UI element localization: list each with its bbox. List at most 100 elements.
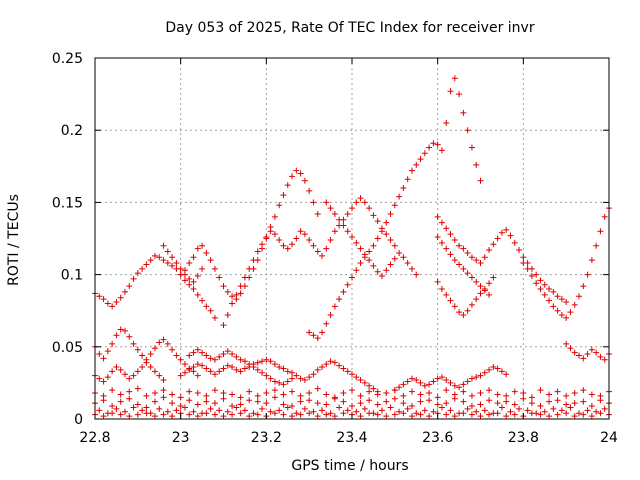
data-point xyxy=(537,403,544,410)
data-point xyxy=(181,361,188,368)
data-point xyxy=(477,260,484,267)
data-point xyxy=(280,242,287,249)
data-point xyxy=(400,184,407,191)
data-point xyxy=(177,403,184,410)
data-point xyxy=(151,345,158,352)
data-point xyxy=(456,242,463,249)
data-point xyxy=(447,251,454,258)
data-point xyxy=(520,254,527,261)
data-point xyxy=(357,400,364,407)
data-point xyxy=(387,210,394,217)
data-point xyxy=(516,247,523,254)
data-point xyxy=(426,397,433,404)
data-point xyxy=(520,390,527,397)
data-point xyxy=(537,277,544,284)
data-point xyxy=(331,210,338,217)
data-point xyxy=(580,387,587,394)
data-point xyxy=(438,286,445,293)
data-point xyxy=(451,382,458,389)
data-point xyxy=(486,366,493,373)
data-point xyxy=(477,372,484,379)
data-point xyxy=(593,408,600,415)
data-point xyxy=(126,283,133,290)
data-point xyxy=(597,228,604,235)
data-point xyxy=(160,394,167,401)
data-point xyxy=(113,405,120,412)
data-point xyxy=(194,291,201,298)
data-point xyxy=(121,408,128,415)
data-point xyxy=(434,234,441,241)
data-point xyxy=(301,405,308,412)
series-sat-r xyxy=(160,242,206,285)
data-point xyxy=(143,404,150,411)
data-point xyxy=(211,387,218,394)
data-point xyxy=(353,239,360,246)
data-point xyxy=(254,248,261,255)
data-point xyxy=(340,222,347,229)
data-point xyxy=(357,413,364,420)
data-point xyxy=(383,231,390,238)
data-point xyxy=(601,356,608,363)
data-point xyxy=(481,254,488,261)
data-point xyxy=(558,296,565,303)
data-point xyxy=(443,119,450,126)
data-point xyxy=(246,265,253,272)
data-point xyxy=(558,407,565,414)
data-point xyxy=(601,405,608,412)
data-point xyxy=(216,353,223,360)
data-point xyxy=(383,413,390,420)
data-point xyxy=(284,378,291,385)
data-point xyxy=(468,403,475,410)
data-point xyxy=(289,241,296,248)
data-point xyxy=(263,356,270,363)
data-point xyxy=(528,410,535,417)
data-point xyxy=(370,242,377,249)
data-point xyxy=(468,274,475,281)
data-point xyxy=(473,161,480,168)
data-point xyxy=(331,228,338,235)
data-point xyxy=(139,265,146,272)
data-point xyxy=(528,400,535,407)
data-point xyxy=(216,274,223,281)
data-point xyxy=(554,293,561,300)
data-point xyxy=(254,411,261,418)
data-point xyxy=(511,401,518,408)
data-point xyxy=(113,332,120,339)
data-point xyxy=(546,297,553,304)
data-point xyxy=(370,262,377,269)
data-point xyxy=(203,398,210,405)
data-point xyxy=(156,405,163,412)
data-point xyxy=(370,385,377,392)
data-point xyxy=(100,378,107,385)
data-point xyxy=(151,252,158,259)
data-point xyxy=(451,391,458,398)
data-point xyxy=(503,413,510,420)
data-point xyxy=(134,385,141,392)
data-point xyxy=(477,401,484,408)
data-point xyxy=(404,378,411,385)
data-point xyxy=(263,372,270,379)
data-point xyxy=(473,296,480,303)
data-point xyxy=(391,411,398,418)
data-point xyxy=(408,413,415,420)
data-point xyxy=(104,348,111,355)
data-point xyxy=(576,352,583,359)
data-point xyxy=(353,267,360,274)
data-point xyxy=(391,242,398,249)
data-point xyxy=(601,213,608,220)
data-point xyxy=(310,332,317,339)
data-point xyxy=(109,368,116,375)
data-point xyxy=(109,303,116,310)
data-point xyxy=(391,395,398,402)
data-point xyxy=(438,239,445,246)
data-point xyxy=(447,297,454,304)
data-point xyxy=(387,261,394,268)
chart-title: Day 053 of 2025, Rate Of TEC Index for r… xyxy=(165,20,534,36)
data-point xyxy=(211,314,218,321)
data-point xyxy=(306,236,313,243)
data-point xyxy=(464,270,471,277)
data-point xyxy=(181,369,188,376)
data-point xyxy=(186,275,193,282)
data-point xyxy=(366,248,373,255)
